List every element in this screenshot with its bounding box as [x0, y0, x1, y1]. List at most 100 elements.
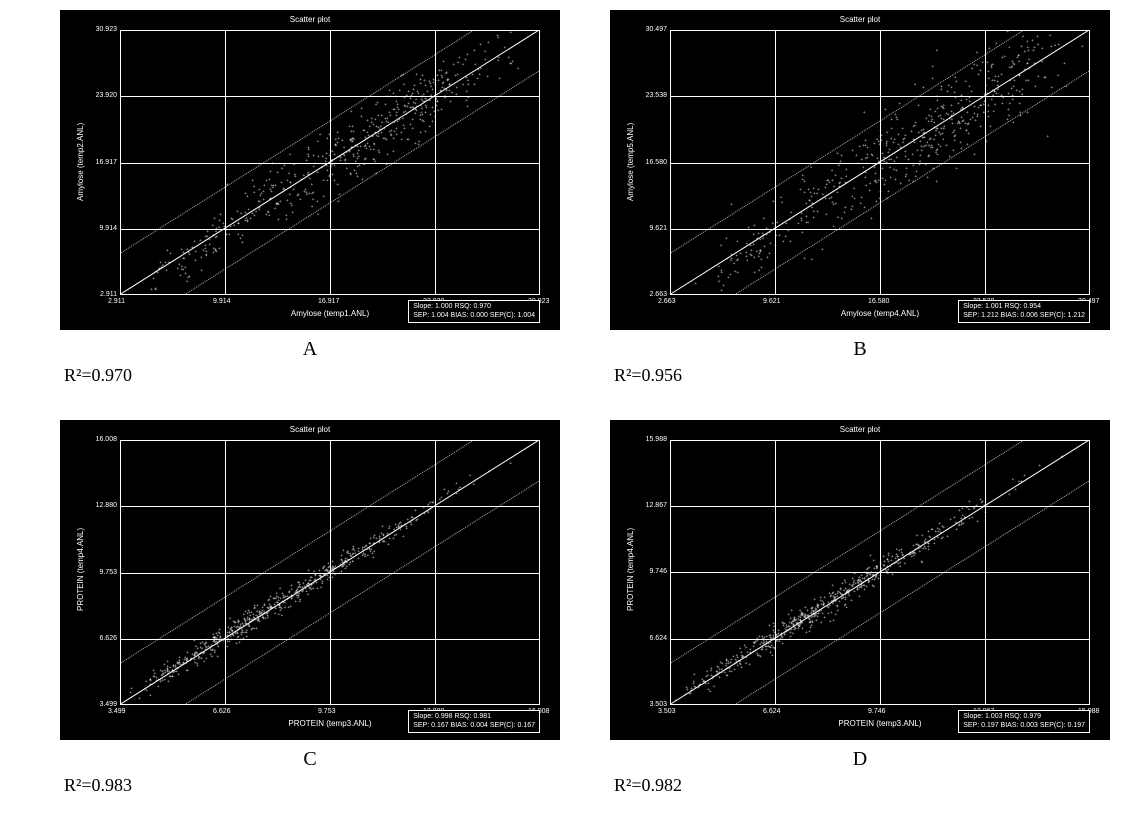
scatter-point: + — [352, 131, 356, 135]
scatter-point: + — [429, 502, 433, 506]
scatter-point: + — [931, 529, 935, 533]
scatter-point: + — [922, 548, 926, 552]
scatter-point: + — [868, 190, 872, 194]
scatter-point: + — [803, 258, 807, 262]
scatter-point: + — [1018, 61, 1022, 65]
scatter-point: + — [428, 81, 432, 85]
scatter-point: + — [802, 613, 806, 617]
scatter-point: + — [497, 60, 501, 64]
scatter-point: + — [177, 674, 181, 678]
scatter-plot-d: Scatter plot +++++++++++++++++++++++++++… — [610, 420, 1110, 740]
scatter-point: + — [203, 661, 207, 665]
scatter-point: + — [290, 205, 294, 209]
scatter-point: + — [996, 81, 1000, 85]
scatter-point: + — [858, 587, 862, 591]
scatter-point: + — [1009, 103, 1013, 107]
scatter-point: + — [960, 524, 964, 528]
scatter-point: + — [269, 171, 273, 175]
scatter-point: + — [930, 121, 934, 125]
scatter-point: + — [759, 656, 763, 660]
scatter-point: + — [257, 620, 261, 624]
scatter-point: + — [959, 128, 963, 132]
scatter-point: + — [424, 85, 428, 89]
identity-band-line — [670, 30, 1071, 266]
scatter-point: + — [215, 236, 219, 240]
plot-title: Scatter plot — [610, 15, 1110, 24]
scatter-point: + — [840, 598, 844, 602]
scatter-point: + — [1044, 77, 1048, 81]
scatter-point: + — [928, 155, 932, 159]
scatter-point: + — [844, 597, 848, 601]
scatter-point: + — [253, 186, 257, 190]
ytick-label: 12.880 — [96, 502, 117, 509]
scatter-point: + — [979, 126, 983, 130]
scatter-point: + — [265, 613, 269, 617]
scatter-point: + — [275, 598, 279, 602]
scatter-point: + — [968, 86, 972, 90]
scatter-point: + — [979, 499, 983, 503]
scatter-point: + — [931, 66, 935, 70]
scatter-point: + — [721, 672, 725, 676]
scatter-point: + — [411, 128, 415, 132]
scatter-point: + — [383, 541, 387, 545]
scatter-point: + — [912, 552, 916, 556]
plot-title: Scatter plot — [60, 15, 560, 24]
scatter-point: + — [758, 256, 762, 260]
scatter-point: + — [767, 643, 771, 647]
scatter-point: + — [939, 134, 943, 138]
scatter-point: + — [160, 670, 164, 674]
xtick-label: 9.746 — [868, 708, 886, 715]
scatter-point: + — [858, 146, 862, 150]
scatter-point: + — [497, 37, 501, 41]
scatter-point: + — [936, 149, 940, 153]
scatter-point: + — [250, 629, 254, 633]
scatter-point: + — [812, 188, 816, 192]
scatter-point: + — [342, 565, 346, 569]
scatter-point: + — [800, 615, 804, 619]
scatter-point: + — [373, 149, 377, 153]
scatter-point: + — [317, 141, 321, 145]
scatter-point: + — [858, 577, 862, 581]
scatter-point: + — [322, 180, 326, 184]
scatter-point: + — [206, 231, 210, 235]
scatter-point: + — [927, 531, 931, 535]
scatter-point: + — [860, 587, 864, 591]
scatter-point: + — [736, 260, 740, 264]
scatter-point: + — [393, 109, 397, 113]
scatter-point: + — [737, 259, 741, 263]
scatter-point: + — [955, 168, 959, 172]
scatter-point: + — [388, 112, 392, 116]
scatter-point: + — [739, 661, 743, 665]
plot-title: Scatter plot — [60, 425, 560, 434]
scatter-point: + — [295, 595, 299, 599]
scatter-point: + — [941, 107, 945, 111]
scatter-point: + — [392, 538, 396, 542]
scatter-point: + — [419, 119, 423, 123]
stats-box: Slope: 1.001 RSQ: 0.954SEP: 1.212 BIAS: … — [958, 300, 1090, 323]
scatter-point: + — [958, 524, 962, 528]
scatter-point: + — [429, 83, 433, 87]
scatter-point: + — [829, 621, 833, 625]
scatter-point: + — [320, 587, 324, 591]
scatter-point: + — [169, 253, 173, 257]
scatter-point: + — [411, 119, 415, 123]
scatter-point: + — [171, 676, 175, 680]
ytick-label: 30.497 — [646, 26, 667, 33]
scatter-point: + — [249, 615, 253, 619]
scatter-point: + — [348, 150, 352, 154]
scatter-point: + — [312, 155, 316, 159]
scatter-point: + — [437, 80, 441, 84]
scatter-point: + — [761, 649, 765, 653]
scatter-point: + — [1011, 66, 1015, 70]
scatter-point: + — [231, 634, 235, 638]
scatter-point: + — [940, 89, 944, 93]
figure-page: Scatter plot + + + + + + + + + + + + + + + + + + + + + + + + + + +… — [0, 0, 1138, 824]
scatter-point: + — [936, 528, 940, 532]
scatter-point: + — [353, 170, 357, 174]
scatter-point: + — [281, 168, 285, 172]
scatter-point: + — [447, 79, 451, 83]
scatter-point: + — [259, 195, 263, 199]
scatter-point: + — [294, 174, 298, 178]
scatter-point: + — [730, 258, 734, 262]
scatter-point: + — [335, 145, 339, 149]
